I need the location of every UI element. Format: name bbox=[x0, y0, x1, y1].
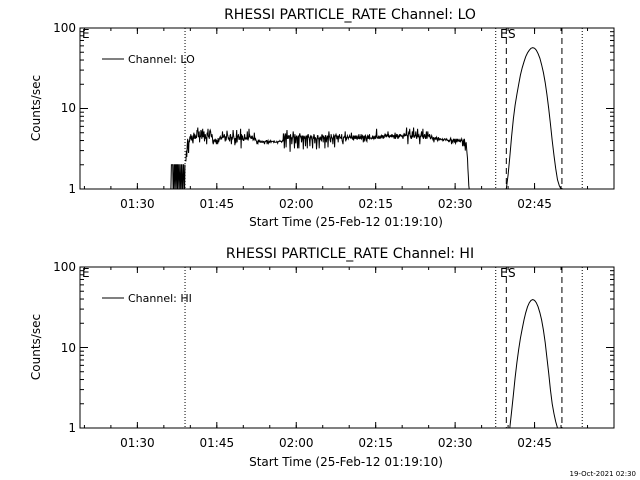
marker-e-label: E bbox=[500, 266, 508, 280]
x-tick-label: 02:15 bbox=[358, 197, 393, 211]
lo-channel-panel: RHESSI PARTICLE_RATE Channel: LO Counts/… bbox=[29, 7, 615, 229]
series-line bbox=[509, 298, 558, 429]
y-axis-label: Counts/sec bbox=[29, 314, 43, 380]
x-tick-group: 01:30 01:45 02:00 02:15 02:30 02:45 bbox=[80, 266, 615, 450]
legend-label: Channel: LO bbox=[128, 53, 195, 66]
y-tick-label: 100 bbox=[53, 21, 76, 35]
x-tick-label: 01:30 bbox=[120, 436, 155, 450]
marker-e-label: E bbox=[500, 27, 508, 41]
series-group bbox=[509, 298, 558, 429]
x-tick-label: 02:15 bbox=[358, 436, 393, 450]
marker-lines bbox=[184, 267, 583, 428]
marker-e-label: E bbox=[82, 266, 90, 280]
marker-e-label: E bbox=[82, 27, 90, 41]
legend-label: Channel: HI bbox=[128, 292, 192, 305]
x-tick-label: 01:45 bbox=[200, 436, 235, 450]
x-tick-label: 02:45 bbox=[517, 436, 552, 450]
x-tick-label: 02:00 bbox=[279, 197, 314, 211]
y-tick-label: 100 bbox=[53, 260, 76, 274]
chart-title: RHESSI PARTICLE_RATE Channel: LO bbox=[224, 7, 476, 23]
series-line bbox=[185, 127, 470, 190]
x-tick-label: 02:00 bbox=[279, 436, 314, 450]
chart-title: RHESSI PARTICLE_RATE Channel: HI bbox=[226, 246, 474, 262]
x-axis-label: Start Time (25-Feb-12 01:19:10) bbox=[249, 455, 443, 469]
y-tick-label: 1 bbox=[68, 182, 76, 196]
marker-lines bbox=[184, 28, 583, 189]
x-axis-label: Start Time (25-Feb-12 01:19:10) bbox=[249, 215, 443, 229]
y-tick-label: 10 bbox=[61, 341, 76, 355]
series-line bbox=[170, 164, 186, 190]
x-tick-label: 02:45 bbox=[517, 197, 552, 211]
x-tick-label: 01:45 bbox=[200, 197, 235, 211]
x-tick-label: 01:30 bbox=[120, 197, 155, 211]
hi-channel-panel: RHESSI PARTICLE_RATE Channel: HI Counts/… bbox=[29, 246, 615, 469]
x-tick-group: 01:30 01:45 02:00 02:15 02:30 02:45 bbox=[80, 27, 615, 211]
marker-s-label: S bbox=[508, 27, 516, 41]
y-tick-label: 10 bbox=[61, 101, 76, 115]
x-tick-label: 02:30 bbox=[438, 197, 473, 211]
footer-timestamp: 19-Oct-2021 02:30 bbox=[570, 470, 636, 478]
series-line bbox=[505, 47, 562, 190]
x-tick-label: 02:30 bbox=[438, 436, 473, 450]
series-group bbox=[170, 47, 562, 190]
marker-s-label: S bbox=[508, 266, 516, 280]
y-axis-label: Counts/sec bbox=[29, 75, 43, 141]
y-tick-label: 1 bbox=[68, 421, 76, 435]
